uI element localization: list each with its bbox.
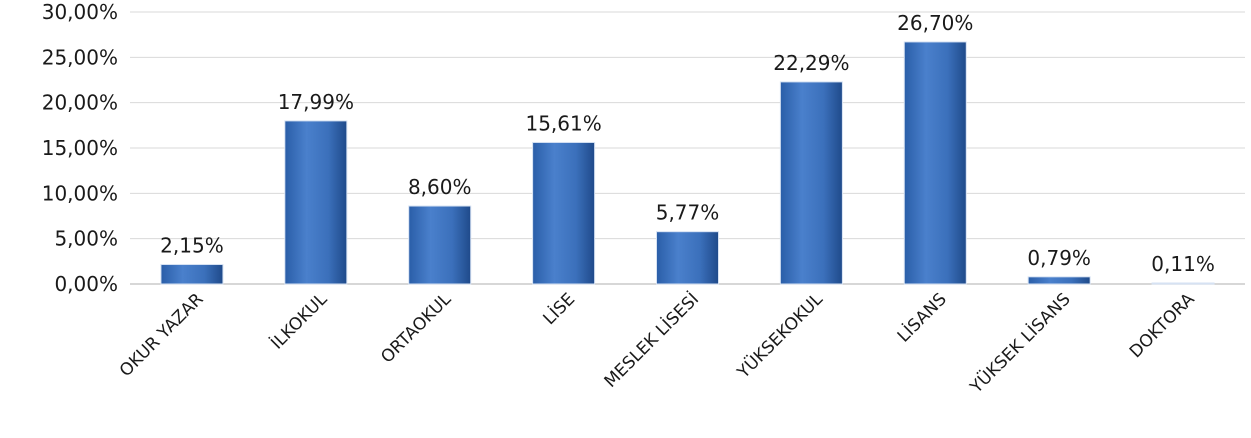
x-axis-ticks: OKUR YAZAR İLKOKUL ORTAOKUL LİSE MESLEK LİSE… xyxy=(116,288,1199,399)
bar xyxy=(779,81,843,285)
y-tick-label: 0,00% xyxy=(54,272,118,296)
x-tick-label: YÜKSEK LİSANS xyxy=(965,288,1075,398)
x-tick-label: DOKTORA xyxy=(1126,289,1199,362)
bars xyxy=(160,41,1215,285)
x-tick-label: MESLEK LİSESİ xyxy=(600,289,703,392)
y-axis-ticks: 0,00% 5,00% 10,00% 15,00% 20,00% 25,00% 30,00% xyxy=(42,0,118,296)
x-tick-label: LİSE xyxy=(539,289,579,329)
x-tick-label: İLKOKUL xyxy=(267,288,332,353)
data-label: 8,60% xyxy=(408,175,472,199)
x-tick-label: ORTAOKUL xyxy=(377,289,455,367)
bar xyxy=(903,41,967,285)
bar xyxy=(408,205,472,285)
x-tick-label: OKUR YAZAR xyxy=(116,289,208,381)
data-label: 15,61% xyxy=(525,111,601,135)
y-tick-label: 5,00% xyxy=(54,227,118,251)
bar xyxy=(1027,276,1091,285)
data-label: 0,79% xyxy=(1027,246,1091,270)
bar xyxy=(1151,282,1215,285)
x-tick-label: YÜKSEKOKUL xyxy=(732,288,828,384)
bar xyxy=(532,141,596,285)
bar xyxy=(160,264,224,285)
data-label: 22,29% xyxy=(773,51,849,75)
x-tick-label: LİSANS xyxy=(893,289,951,347)
y-tick-label: 20,00% xyxy=(42,91,118,115)
data-labels: 2,15% 17,99% 8,60% 15,61% 5,77% 22,29% 26,70% 0… xyxy=(160,11,1215,276)
y-tick-label: 10,00% xyxy=(42,181,118,205)
data-label: 2,15% xyxy=(160,234,224,258)
y-tick-label: 30,00% xyxy=(42,0,118,24)
data-label: 5,77% xyxy=(656,201,720,225)
data-label: 26,70% xyxy=(897,11,973,35)
data-label: 0,11% xyxy=(1151,252,1215,276)
bar xyxy=(656,231,719,285)
data-label: 17,99% xyxy=(278,90,354,114)
bar xyxy=(284,120,348,285)
y-tick-label: 15,00% xyxy=(42,136,118,160)
y-tick-label: 25,00% xyxy=(42,45,118,69)
